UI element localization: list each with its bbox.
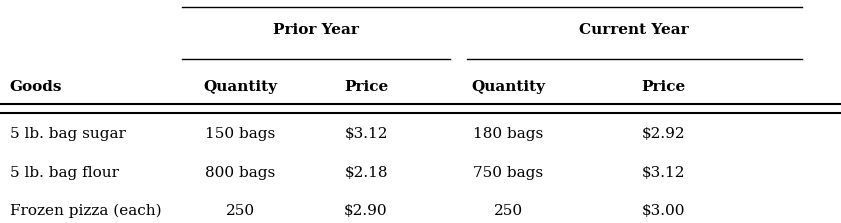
- Text: Price: Price: [642, 80, 685, 94]
- Text: Frozen pizza (each): Frozen pizza (each): [10, 203, 161, 218]
- Text: 5 lb. bag sugar: 5 lb. bag sugar: [10, 126, 125, 140]
- Text: 180 bags: 180 bags: [473, 126, 543, 140]
- Text: 250: 250: [225, 204, 255, 218]
- Text: 800 bags: 800 bags: [205, 166, 275, 180]
- Text: Prior Year: Prior Year: [272, 23, 358, 37]
- Text: Quantity: Quantity: [472, 80, 546, 94]
- Text: $3.00: $3.00: [642, 204, 685, 218]
- Text: $3.12: $3.12: [642, 166, 685, 180]
- Text: 150 bags: 150 bags: [205, 126, 275, 140]
- Text: 250: 250: [494, 204, 523, 218]
- Text: Price: Price: [344, 80, 389, 94]
- Text: Goods: Goods: [10, 80, 62, 94]
- Text: Current Year: Current Year: [579, 23, 689, 37]
- Text: $3.12: $3.12: [344, 126, 388, 140]
- Text: Quantity: Quantity: [204, 80, 278, 94]
- Text: $2.18: $2.18: [344, 166, 388, 180]
- Text: 5 lb. bag flour: 5 lb. bag flour: [10, 166, 119, 180]
- Text: $2.92: $2.92: [642, 126, 685, 140]
- Text: 750 bags: 750 bags: [473, 166, 543, 180]
- Text: $2.90: $2.90: [344, 204, 388, 218]
